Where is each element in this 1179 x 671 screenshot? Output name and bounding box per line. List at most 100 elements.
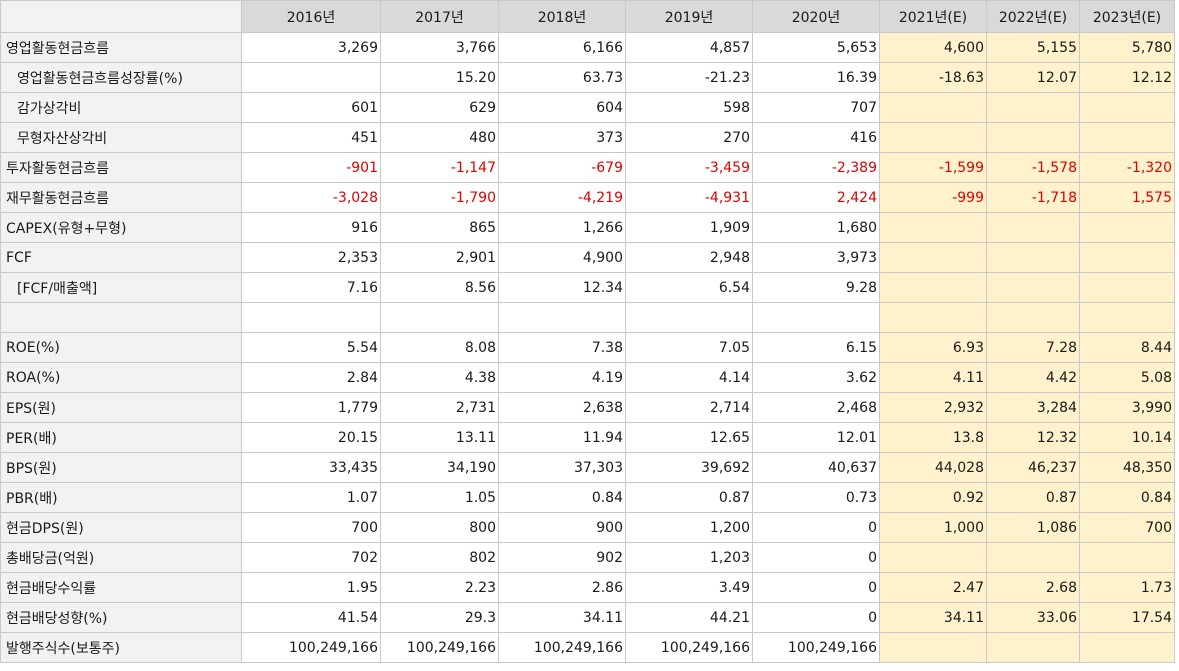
- table-cell[interactable]: 604: [498, 92, 626, 123]
- table-cell[interactable]: [986, 212, 1080, 243]
- table-cell[interactable]: 865: [380, 212, 499, 243]
- row-label[interactable]: 총배당금(억원): [0, 542, 242, 573]
- table-cell[interactable]: [879, 632, 987, 663]
- table-cell[interactable]: 2.68: [986, 572, 1080, 603]
- table-cell[interactable]: 5,155: [986, 32, 1080, 63]
- table-cell[interactable]: 12.07: [986, 62, 1080, 93]
- table-cell[interactable]: 2,948: [625, 242, 753, 273]
- table-cell[interactable]: 7.38: [498, 332, 626, 363]
- table-cell[interactable]: 1.95: [241, 572, 381, 603]
- table-cell[interactable]: 8.08: [380, 332, 499, 363]
- table-cell[interactable]: [1079, 92, 1175, 123]
- table-cell[interactable]: [986, 242, 1080, 273]
- column-header[interactable]: 2023년(E): [1079, 0, 1175, 33]
- table-cell[interactable]: 33,435: [241, 452, 381, 483]
- table-cell[interactable]: 802: [380, 542, 499, 573]
- table-cell[interactable]: 10.14: [1079, 422, 1175, 453]
- table-cell[interactable]: 2,638: [498, 392, 626, 423]
- table-cell[interactable]: 100,249,166: [752, 632, 880, 663]
- table-cell[interactable]: 39,692: [625, 452, 753, 483]
- table-cell[interactable]: 100,249,166: [380, 632, 499, 663]
- row-label[interactable]: [0, 302, 242, 333]
- row-label[interactable]: 발행주식수(보통주): [0, 632, 242, 663]
- table-cell[interactable]: 3,766: [380, 32, 499, 63]
- table-cell[interactable]: 800: [380, 512, 499, 543]
- table-cell[interactable]: [1079, 212, 1175, 243]
- table-cell[interactable]: 2.23: [380, 572, 499, 603]
- table-cell[interactable]: 1,909: [625, 212, 753, 243]
- table-cell[interactable]: 702: [241, 542, 381, 573]
- table-cell[interactable]: 5,653: [752, 32, 880, 63]
- table-cell[interactable]: -18.63: [879, 62, 987, 93]
- table-cell[interactable]: 44.21: [625, 602, 753, 633]
- table-cell[interactable]: [380, 302, 499, 333]
- table-cell[interactable]: 598: [625, 92, 753, 123]
- table-cell[interactable]: 20.15: [241, 422, 381, 453]
- column-header[interactable]: 2017년: [380, 0, 499, 33]
- column-header[interactable]: 2021년(E): [879, 0, 987, 33]
- table-cell[interactable]: 37,303: [498, 452, 626, 483]
- table-cell[interactable]: [879, 272, 987, 303]
- column-header[interactable]: 2016년: [241, 0, 381, 33]
- table-cell[interactable]: 1,266: [498, 212, 626, 243]
- table-cell[interactable]: 1,203: [625, 542, 753, 573]
- table-cell[interactable]: [1079, 302, 1175, 333]
- table-cell[interactable]: 629: [380, 92, 499, 123]
- row-label[interactable]: 투자활동현금흐름: [0, 152, 242, 183]
- table-cell[interactable]: 8.56: [380, 272, 499, 303]
- table-cell[interactable]: 3,990: [1079, 392, 1175, 423]
- table-cell[interactable]: 1,086: [986, 512, 1080, 543]
- table-cell[interactable]: [879, 122, 987, 153]
- row-label[interactable]: EPS(원): [0, 392, 242, 423]
- table-cell[interactable]: 0.84: [1079, 482, 1175, 513]
- row-label[interactable]: 현금배당성향(%): [0, 602, 242, 633]
- table-cell[interactable]: 34,190: [380, 452, 499, 483]
- table-cell[interactable]: 700: [1079, 512, 1175, 543]
- column-header[interactable]: 2018년: [498, 0, 626, 33]
- table-cell[interactable]: 1,200: [625, 512, 753, 543]
- column-header[interactable]: 2019년: [625, 0, 753, 33]
- table-cell[interactable]: -1,578: [986, 152, 1080, 183]
- table-cell[interactable]: 0.87: [986, 482, 1080, 513]
- row-label[interactable]: 재무활동현금흐름: [0, 182, 242, 213]
- table-cell[interactable]: [879, 242, 987, 273]
- table-cell[interactable]: 12.32: [986, 422, 1080, 453]
- table-cell[interactable]: 4.42: [986, 362, 1080, 393]
- table-cell[interactable]: 40,637: [752, 452, 880, 483]
- table-cell[interactable]: 4,900: [498, 242, 626, 273]
- table-cell[interactable]: 902: [498, 542, 626, 573]
- table-cell[interactable]: 1,680: [752, 212, 880, 243]
- table-cell[interactable]: 2,932: [879, 392, 987, 423]
- table-cell[interactable]: 100,249,166: [241, 632, 381, 663]
- table-cell[interactable]: 8.44: [1079, 332, 1175, 363]
- table-cell[interactable]: 700: [241, 512, 381, 543]
- table-cell[interactable]: 15.20: [380, 62, 499, 93]
- table-cell[interactable]: 9.28: [752, 272, 880, 303]
- table-cell[interactable]: 2,901: [380, 242, 499, 273]
- table-cell[interactable]: 34.11: [879, 602, 987, 633]
- table-cell[interactable]: 2,714: [625, 392, 753, 423]
- table-cell[interactable]: 48,350: [1079, 452, 1175, 483]
- table-cell[interactable]: 5.08: [1079, 362, 1175, 393]
- table-cell[interactable]: -3,459: [625, 152, 753, 183]
- table-cell[interactable]: 916: [241, 212, 381, 243]
- table-cell[interactable]: [1079, 632, 1175, 663]
- table-cell[interactable]: 12.12: [1079, 62, 1175, 93]
- table-cell[interactable]: -1,599: [879, 152, 987, 183]
- table-cell[interactable]: [986, 632, 1080, 663]
- row-label[interactable]: 영업활동현금흐름성장률(%): [0, 62, 242, 93]
- table-cell[interactable]: 29.3: [380, 602, 499, 633]
- table-cell[interactable]: 6.93: [879, 332, 987, 363]
- row-label[interactable]: 무형자산상각비: [0, 122, 242, 153]
- table-cell[interactable]: [241, 62, 381, 93]
- table-cell[interactable]: 4.38: [380, 362, 499, 393]
- table-cell[interactable]: 13.8: [879, 422, 987, 453]
- table-cell[interactable]: 0: [752, 602, 880, 633]
- row-label[interactable]: PBR(배): [0, 482, 242, 513]
- table-cell[interactable]: 34.11: [498, 602, 626, 633]
- table-cell[interactable]: 100,249,166: [498, 632, 626, 663]
- table-cell[interactable]: 12.01: [752, 422, 880, 453]
- table-cell[interactable]: 63.73: [498, 62, 626, 93]
- table-cell[interactable]: 0: [752, 512, 880, 543]
- table-cell[interactable]: 4.11: [879, 362, 987, 393]
